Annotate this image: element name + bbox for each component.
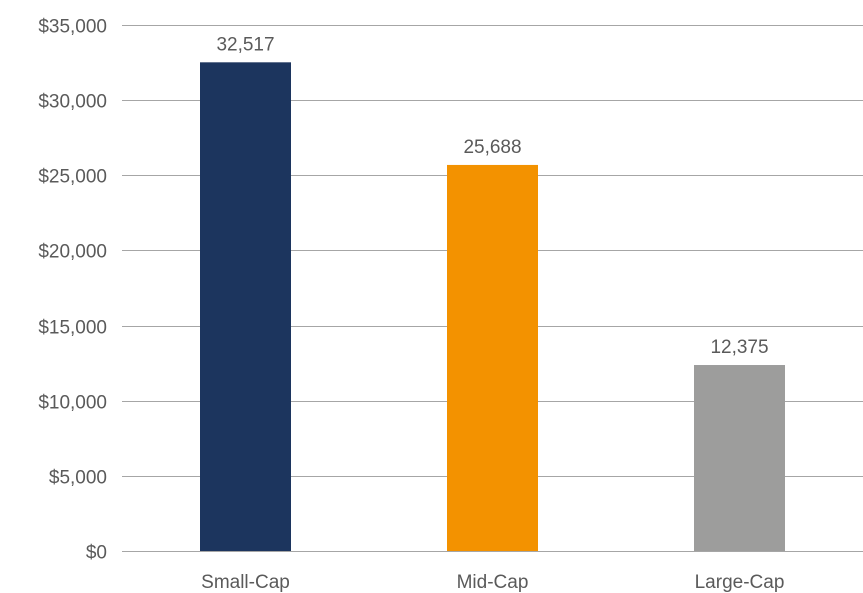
bars: [200, 62, 785, 552]
y-axis-tick-labels: $0 $5,000 $10,000 $15,000 $20,000 $25,000 $30,…: [38, 17, 107, 564]
x-category-label: Large-Cap: [695, 572, 785, 593]
x-category-label: Mid-Cap: [457, 572, 529, 593]
data-label: 12,375: [710, 337, 768, 358]
y-tick-label: $30,000: [38, 92, 107, 113]
x-axis-category-labels: Small-Cap Mid-Cap Large-Cap: [201, 572, 784, 593]
bar-small-cap: [200, 62, 291, 551]
y-tick-label: $35,000: [38, 17, 107, 38]
y-tick-label: $25,000: [38, 167, 107, 188]
y-tick-label: $20,000: [38, 242, 107, 263]
data-label: 25,688: [463, 137, 521, 158]
data-labels: 32,517 25,688 12,375: [216, 34, 768, 358]
x-category-label: Small-Cap: [201, 572, 290, 593]
bar-large-cap: [694, 365, 785, 551]
y-tick-label: $0: [86, 543, 107, 564]
y-tick-label: $5,000: [49, 468, 107, 489]
data-label: 32,517: [216, 34, 274, 55]
bar-mid-cap: [447, 164, 538, 552]
y-tick-label: $15,000: [38, 318, 107, 339]
y-tick-label: $10,000: [38, 393, 107, 414]
